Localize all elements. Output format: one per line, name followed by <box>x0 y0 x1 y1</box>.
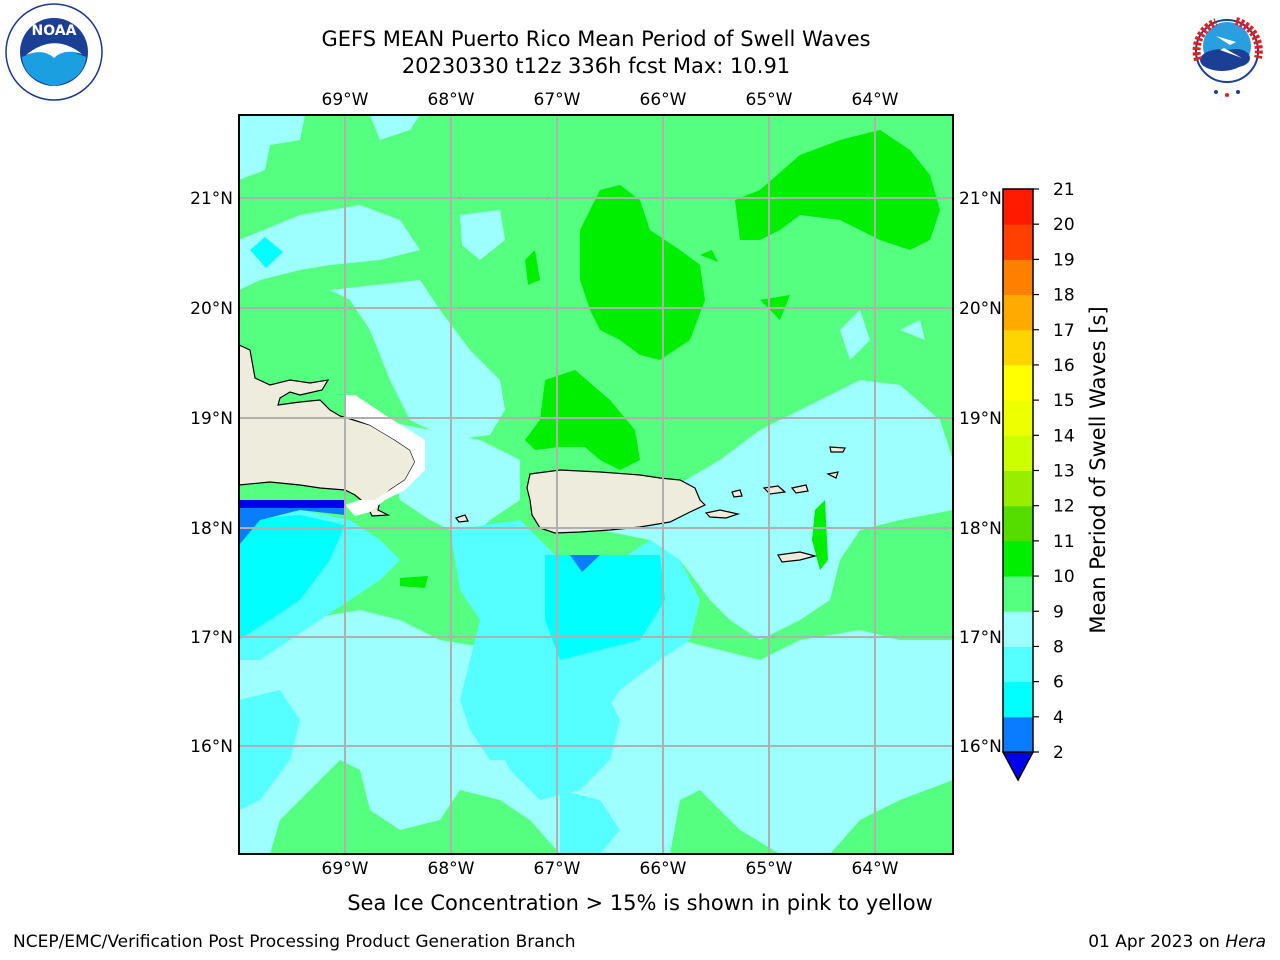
colorbar-swatch <box>1003 189 1033 225</box>
date-text: 01 Apr 2023 on <box>1088 932 1220 952</box>
lon-label: 68°W <box>428 90 475 110</box>
colorbar-tick-label: 13 <box>1053 462 1075 482</box>
colorbar-swatch <box>1003 329 1033 366</box>
graticule <box>239 115 953 854</box>
lon-label: 64°W <box>852 859 899 879</box>
colorbar-swatch <box>1003 681 1033 718</box>
lat-label: 19°N <box>959 409 1002 429</box>
colorbar-tick-label: 21 <box>1053 180 1075 200</box>
date-stamp: 01 Apr 2023 on Hera <box>1088 932 1266 952</box>
colorbar: 2 4 6 8 9 10 11 12 13 14 15 16 17 18 19 20 21 <box>1001 180 1075 782</box>
colorbar-swatch <box>1003 611 1033 647</box>
colorbar-tick-label: 16 <box>1053 356 1075 376</box>
lon-label: 66°W <box>640 90 687 110</box>
lat-labels-left: 21°N 20°N 19°N 18°N 17°N 16°N <box>190 189 233 757</box>
chart-subtitle: 20230330 t12z 336h fcst Max: 10.91 <box>401 54 791 78</box>
lon-label: 64°W <box>852 90 899 110</box>
lat-labels-right: 21°N 20°N 19°N 18°N 17°N 16°N <box>959 189 1002 757</box>
colorbar-swatch <box>1003 540 1033 577</box>
lat-label: 20°N <box>190 299 233 319</box>
colorbar-tick-label: 11 <box>1053 532 1075 552</box>
noaa-logo: NOAA <box>5 3 103 101</box>
colorbar-under-triangle <box>1001 751 1035 782</box>
colorbar-swatch <box>1003 505 1033 542</box>
lon-labels-top: 69°W 68°W 67°W 66°W 65°W 64°W <box>322 90 899 110</box>
nws-logo <box>1178 2 1276 100</box>
sea-ice-note: Sea Ice Concentration > 15% is shown in … <box>347 891 933 915</box>
lat-label: 17°N <box>190 628 233 648</box>
swell-field-2-4 <box>239 249 600 572</box>
lat-label: 16°N <box>190 737 233 757</box>
lon-label: 69°W <box>322 859 369 879</box>
lon-label: 65°W <box>746 859 793 879</box>
host-text: Hera <box>1225 932 1266 952</box>
map-frame <box>238 114 954 855</box>
lat-label: 18°N <box>190 519 233 539</box>
lon-label: 66°W <box>640 859 687 879</box>
swell-field-10-11 <box>400 130 940 588</box>
lat-label: 18°N <box>959 519 1002 539</box>
lon-label: 68°W <box>428 859 475 879</box>
lon-label: 67°W <box>534 859 581 879</box>
colorbar-tick-label: 6 <box>1053 673 1064 693</box>
lon-label: 69°W <box>322 90 369 110</box>
lat-label: 17°N <box>959 628 1002 648</box>
swell-field-4-6 <box>239 237 665 660</box>
colorbar-swatch <box>1003 646 1033 683</box>
lon-label: 67°W <box>534 90 581 110</box>
colorbar-tick-label: 14 <box>1053 426 1075 446</box>
lat-label: 16°N <box>959 737 1002 757</box>
colorbar-swatch <box>1003 470 1033 507</box>
land-mask <box>345 395 425 516</box>
colorbar-tick-label: 19 <box>1053 250 1075 270</box>
colorbar-tick-label: 8 <box>1053 637 1064 657</box>
lon-labels-bottom: 69°W 68°W 67°W 66°W 65°W 64°W <box>322 859 899 879</box>
colorbar-swatch <box>1003 294 1033 331</box>
colorbar-label: Mean Period of Swell Waves [s] <box>1086 306 1110 633</box>
colorbar-tick-label: 4 <box>1053 708 1064 728</box>
colorbar-swatch <box>1003 364 1033 401</box>
colorbar-swatch <box>1003 435 1033 471</box>
svg-text:NOAA: NOAA <box>32 23 77 39</box>
land <box>239 344 846 563</box>
colorbar-tick-label: 18 <box>1053 286 1075 306</box>
lat-label: 21°N <box>959 189 1002 209</box>
credit-text: NCEP/EMC/Verification Post Processing Pr… <box>13 932 576 952</box>
lat-label: 20°N <box>959 299 1002 319</box>
colorbar-swatch <box>1003 400 1033 436</box>
colorbar-tick-label: 20 <box>1053 215 1075 235</box>
colorbar-tick-label: 2 <box>1053 743 1064 763</box>
colorbar-swatch <box>1003 224 1033 260</box>
colorbar-tick-label: 15 <box>1053 391 1075 411</box>
colorbar-tick-label: 10 <box>1053 567 1075 587</box>
colorbar-swatch <box>1003 259 1033 296</box>
colorbar-swatch <box>1003 576 1033 612</box>
colorbar-swatch <box>1003 716 1033 753</box>
chart-title: GEFS MEAN Puerto Rico Mean Period of Swe… <box>321 27 871 51</box>
colorbar-tick-label: 17 <box>1053 321 1075 341</box>
colorbar-tick-label: 12 <box>1053 497 1075 517</box>
lat-label: 21°N <box>190 189 233 209</box>
lon-label: 65°W <box>746 90 793 110</box>
colorbar-tick-label: 9 <box>1053 602 1064 622</box>
lat-label: 19°N <box>190 409 233 429</box>
